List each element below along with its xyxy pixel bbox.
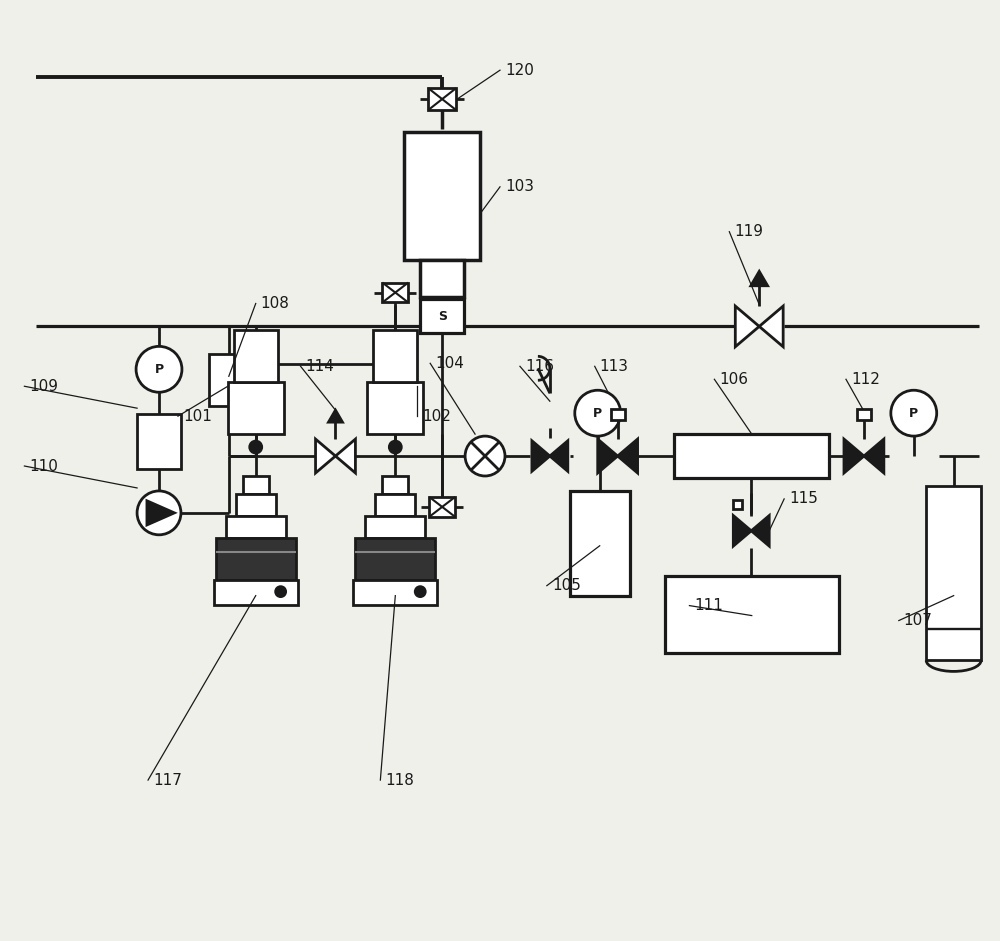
Bar [137, 414, 181, 469]
Bar [226, 516, 286, 538]
Polygon shape [759, 306, 783, 347]
Bar [367, 382, 423, 434]
Polygon shape [329, 410, 342, 423]
Text: 103: 103 [505, 180, 534, 195]
Bar [382, 282, 408, 302]
Circle shape [415, 586, 425, 597]
Bar [857, 409, 871, 420]
Bar [373, 330, 417, 382]
Bar [665, 576, 839, 653]
Bar [243, 476, 269, 494]
Bar [420, 260, 464, 296]
Polygon shape [316, 439, 335, 473]
Circle shape [137, 491, 181, 534]
Text: 106: 106 [719, 372, 748, 387]
Text: 111: 111 [694, 598, 723, 614]
Bar [236, 494, 276, 516]
Bar [926, 486, 981, 661]
Polygon shape [751, 271, 768, 286]
Text: 118: 118 [385, 773, 414, 788]
Bar [611, 409, 625, 420]
Bar [365, 516, 425, 538]
Bar [382, 476, 408, 494]
Polygon shape [735, 306, 759, 347]
Text: 117: 117 [153, 773, 182, 788]
Bar [355, 538, 435, 580]
Text: 109: 109 [29, 378, 58, 393]
Text: S: S [438, 310, 447, 323]
Bar [375, 494, 415, 516]
Polygon shape [532, 440, 550, 471]
Bar [420, 298, 464, 333]
Text: P: P [909, 407, 918, 420]
Text: 112: 112 [851, 372, 880, 387]
Circle shape [891, 391, 937, 436]
Circle shape [276, 586, 286, 597]
Circle shape [575, 391, 621, 436]
Text: 101: 101 [183, 408, 212, 423]
Text: 107: 107 [904, 613, 933, 628]
Bar [674, 434, 829, 478]
Text: 104: 104 [435, 356, 464, 371]
Text: 115: 115 [789, 491, 818, 506]
Polygon shape [864, 439, 884, 473]
Polygon shape [751, 516, 769, 546]
Text: 116: 116 [525, 359, 554, 374]
Bar [428, 88, 456, 110]
Polygon shape [335, 439, 355, 473]
Circle shape [389, 441, 401, 453]
Polygon shape [618, 439, 638, 473]
Polygon shape [844, 439, 864, 473]
Text: 110: 110 [29, 458, 58, 473]
Text: P: P [593, 407, 602, 420]
Polygon shape [733, 516, 751, 546]
Polygon shape [550, 440, 568, 471]
Bar [216, 538, 296, 580]
Bar [404, 132, 480, 260]
Circle shape [250, 441, 262, 453]
Bar [228, 382, 284, 434]
Text: 114: 114 [306, 359, 334, 374]
Text: 102: 102 [422, 408, 451, 423]
Circle shape [465, 436, 505, 476]
Text: 119: 119 [734, 224, 763, 239]
Text: 108: 108 [261, 296, 290, 311]
Circle shape [136, 346, 182, 392]
Text: 105: 105 [552, 578, 581, 593]
Bar [570, 491, 630, 596]
Text: P: P [154, 363, 164, 375]
Text: 113: 113 [600, 359, 629, 374]
Bar [214, 580, 298, 605]
Bar [429, 497, 455, 517]
Bar [353, 580, 437, 605]
Polygon shape [147, 501, 174, 525]
Polygon shape [598, 439, 618, 473]
Text: 120: 120 [505, 63, 534, 78]
Bar [733, 501, 742, 509]
Bar [234, 330, 278, 382]
Bar [209, 355, 249, 407]
